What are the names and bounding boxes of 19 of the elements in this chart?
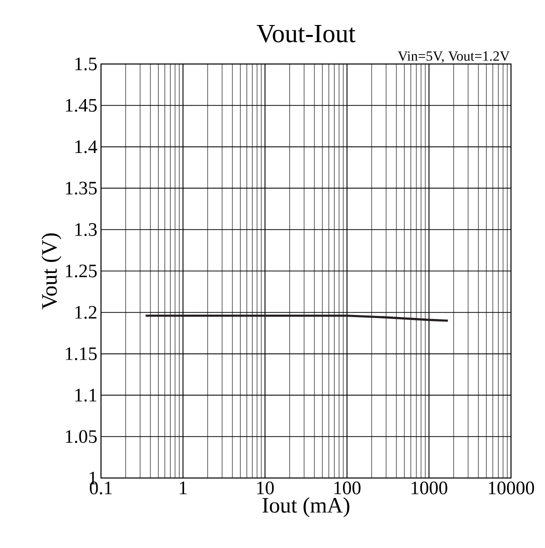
y-tick-label: 1.05 [66, 430, 97, 444]
y-axis-title: Vout (V) [41, 233, 62, 310]
y-tick-label: 1.2 [75, 306, 96, 319]
text: Vin=5V, Vout=1.2V [398, 51, 510, 63]
y-tick-label: 1.35 [66, 182, 97, 195]
y-tick-label: 1.25 [66, 264, 97, 278]
x-axis-title: Iout (mA) [262, 497, 350, 518]
y-tick-label: 1.1 [75, 388, 96, 402]
y-tick-label: 1.5 [75, 58, 97, 70]
y-tick-label: 1.15 [66, 347, 97, 360]
y-tick-label: 1.4 [75, 140, 98, 154]
x-tick-label: 10000 [488, 482, 534, 494]
x-tick-label: 100 [334, 482, 361, 494]
y-tick-label: 1.45 [66, 99, 97, 112]
x-tick-label: 10 [257, 482, 274, 494]
x-tick-label: 1000 [412, 482, 448, 494]
x-tick-label: 1 [180, 482, 187, 494]
y-tick-label: 1.3 [75, 223, 97, 236]
chart-title: Vout-Iout [256, 25, 356, 42]
